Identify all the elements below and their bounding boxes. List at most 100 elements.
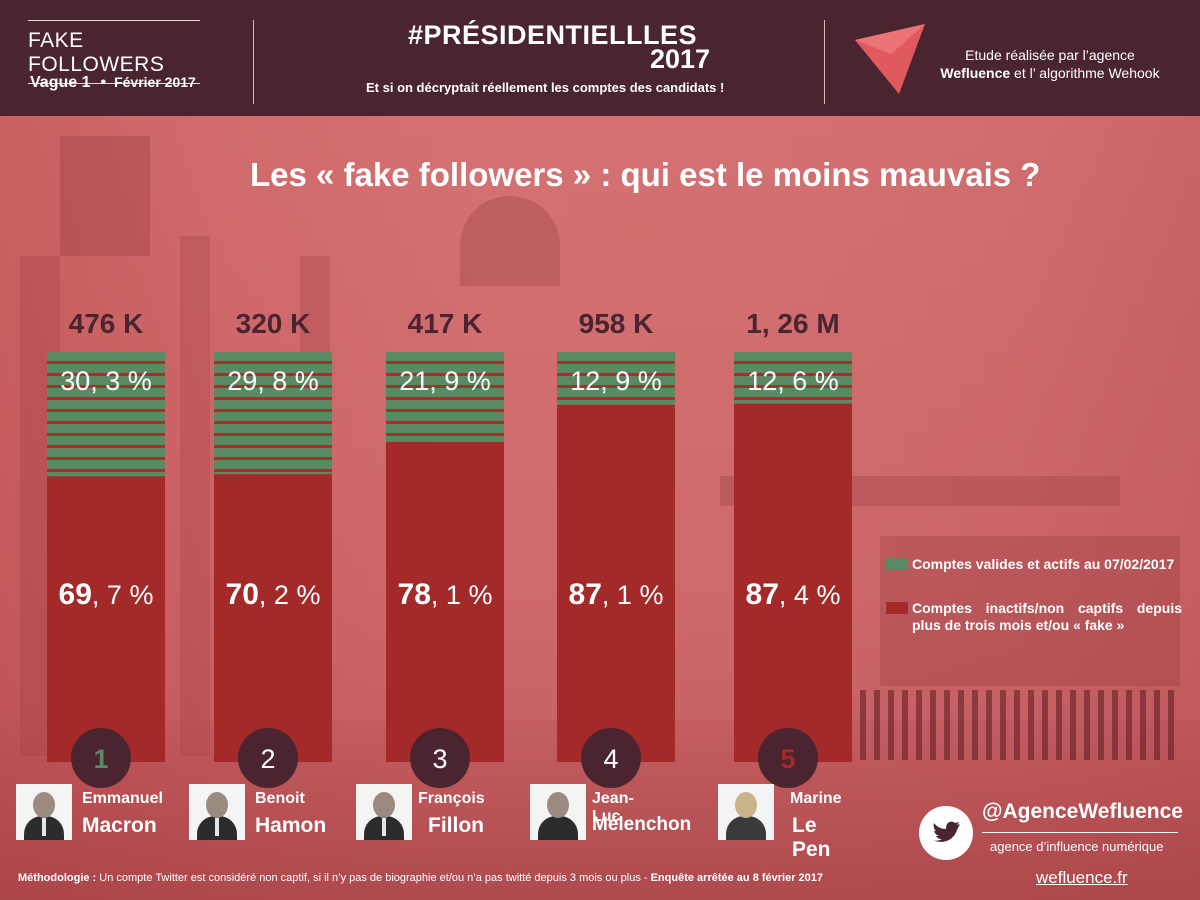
bar-stripe <box>214 445 332 448</box>
bar-stripe <box>386 397 504 400</box>
bar-stripe <box>214 457 332 460</box>
candidate-first-name: Benoit <box>255 790 305 807</box>
data-label-dec: , 2 % <box>259 580 321 610</box>
bar-stripe <box>386 421 504 424</box>
bar-stripe <box>734 385 852 388</box>
methodology-text: Un compte Twitter est considéré non capt… <box>96 872 651 884</box>
bar-stripe <box>214 469 332 472</box>
data-label-int: 70 <box>226 578 259 611</box>
bar-stripe <box>557 373 675 376</box>
hashtag-year: 2017 <box>650 44 711 74</box>
total-label: 320 K <box>236 308 311 339</box>
data-label-dec: , 1 % <box>602 580 664 610</box>
divider <box>982 832 1178 833</box>
total-label: 1, 26 M <box>746 308 839 339</box>
data-label-inactive: 78, 1 % <box>398 578 493 611</box>
wave-date: Février 2017 <box>114 74 196 90</box>
header-divider <box>253 20 254 104</box>
candidate-last-name: Le Pen <box>792 814 831 861</box>
rank-badge <box>581 728 641 788</box>
total-label: 476 K <box>69 308 144 339</box>
bar-stripe <box>47 397 165 400</box>
candidate-first-name: Jean-Luc <box>592 790 634 825</box>
bar-stripe <box>214 409 332 412</box>
data-label-valid: 21, 9 % <box>399 366 491 396</box>
rank-badge <box>238 728 298 788</box>
study-credit: Etude réalisée par l’agence Wefluence et… <box>932 46 1168 82</box>
header-bar: FAKE FOLLOWERS Vague 1 • Février 2017 #PRÉ… <box>0 0 1200 116</box>
website-link[interactable]: wefluence.fr <box>1036 868 1128 887</box>
bar-stripe <box>47 409 165 412</box>
candidate-last-name: Hamon <box>255 814 327 837</box>
candidate-last-name: Mélenchon <box>592 814 692 835</box>
data-label-valid: 30, 3 % <box>60 366 152 396</box>
data-label-inactive: 87, 4 % <box>746 578 841 611</box>
data-label-inactive: 69, 7 % <box>59 578 154 611</box>
rank-number: 3 <box>432 744 447 774</box>
candidate-photo <box>356 784 412 840</box>
bar-stripe <box>734 361 852 364</box>
rank-badge <box>71 728 131 788</box>
candidate-last-name: Fillon <box>428 814 484 837</box>
bar-stripe <box>386 361 504 364</box>
rank-badge <box>758 728 818 788</box>
bar-segment-inactive <box>557 404 675 762</box>
bar-stripe <box>214 373 332 376</box>
bar-stripe <box>47 385 165 388</box>
twitter-bird-icon[interactable] <box>919 806 973 860</box>
bar-stripe <box>557 361 675 364</box>
study-line1: Etude réalisée par l’agence <box>965 47 1135 63</box>
data-label-dec: , 4 % <box>779 580 841 610</box>
bar-stripe <box>386 409 504 412</box>
brand-title: FAKE FOLLOWERS <box>28 20 200 84</box>
legend-label-inactive: Comptes inactifs/non captifs depuis plus… <box>912 600 1182 633</box>
data-label-dec: , 1 % <box>431 580 493 610</box>
twitter-handle[interactable]: @AgenceWefluence <box>982 800 1183 823</box>
data-label-valid: 29, 8 % <box>227 366 319 396</box>
bar-stripe <box>386 433 504 436</box>
rank-number: 5 <box>780 744 795 774</box>
total-label: 417 K <box>408 308 483 339</box>
rank-number: 2 <box>260 744 275 774</box>
rank-number: 4 <box>603 744 618 774</box>
bar-stripe <box>214 421 332 424</box>
methodology-end: Enquête arrêtée au 8 février 2017 <box>650 872 824 884</box>
bar-segment-inactive <box>386 441 504 762</box>
bar-segment-inactive <box>47 476 165 762</box>
methodology-label: Méthodologie : <box>18 872 97 884</box>
bar-stripe <box>734 373 852 376</box>
bar-stripe <box>214 361 332 364</box>
legend-swatch-inactive <box>886 602 908 614</box>
bar-stripe <box>47 433 165 436</box>
hashtag-title: #PRÉSIDENTIELLLES <box>408 20 698 50</box>
data-label-inactive: 70, 2 % <box>226 578 321 611</box>
bar-stripe <box>214 433 332 436</box>
data-label-dec: , 7 % <box>92 580 154 610</box>
rank-number: 1 <box>93 744 108 774</box>
data-label-valid: 12, 6 % <box>747 366 839 396</box>
legend-label-valid: Comptes valides et actifs au 07/02/2017 <box>912 556 1175 572</box>
rank-badge <box>410 728 470 788</box>
bar-segment-valid <box>557 352 675 405</box>
candidate-first-name: François <box>418 790 485 807</box>
header-subtitle: Et si on décryptait réellement les compt… <box>366 80 725 95</box>
total-label: 958 K <box>579 308 654 339</box>
bar-stripe <box>47 373 165 376</box>
bar-stripe <box>47 421 165 424</box>
legend-swatch-valid <box>886 558 908 570</box>
legend-item-inactive: Comptes inactifs/non captifs depuis plus… <box>886 600 1182 634</box>
header-divider <box>824 20 825 104</box>
wave-label: Vague 1 <box>30 74 91 91</box>
bar-segment-inactive <box>734 403 852 762</box>
bar-segment-valid <box>386 352 504 442</box>
bar-stripe <box>386 385 504 388</box>
candidate-photo <box>16 784 72 840</box>
bar-stripe <box>557 385 675 388</box>
bullet-icon: • <box>100 74 107 91</box>
data-label-int: 87 <box>569 578 602 611</box>
bar-stripe <box>734 397 852 400</box>
study-line2: et l’ algorithme Wehook <box>1010 65 1160 81</box>
bar-segment-inactive <box>214 474 332 762</box>
bar-segment-valid <box>734 352 852 404</box>
